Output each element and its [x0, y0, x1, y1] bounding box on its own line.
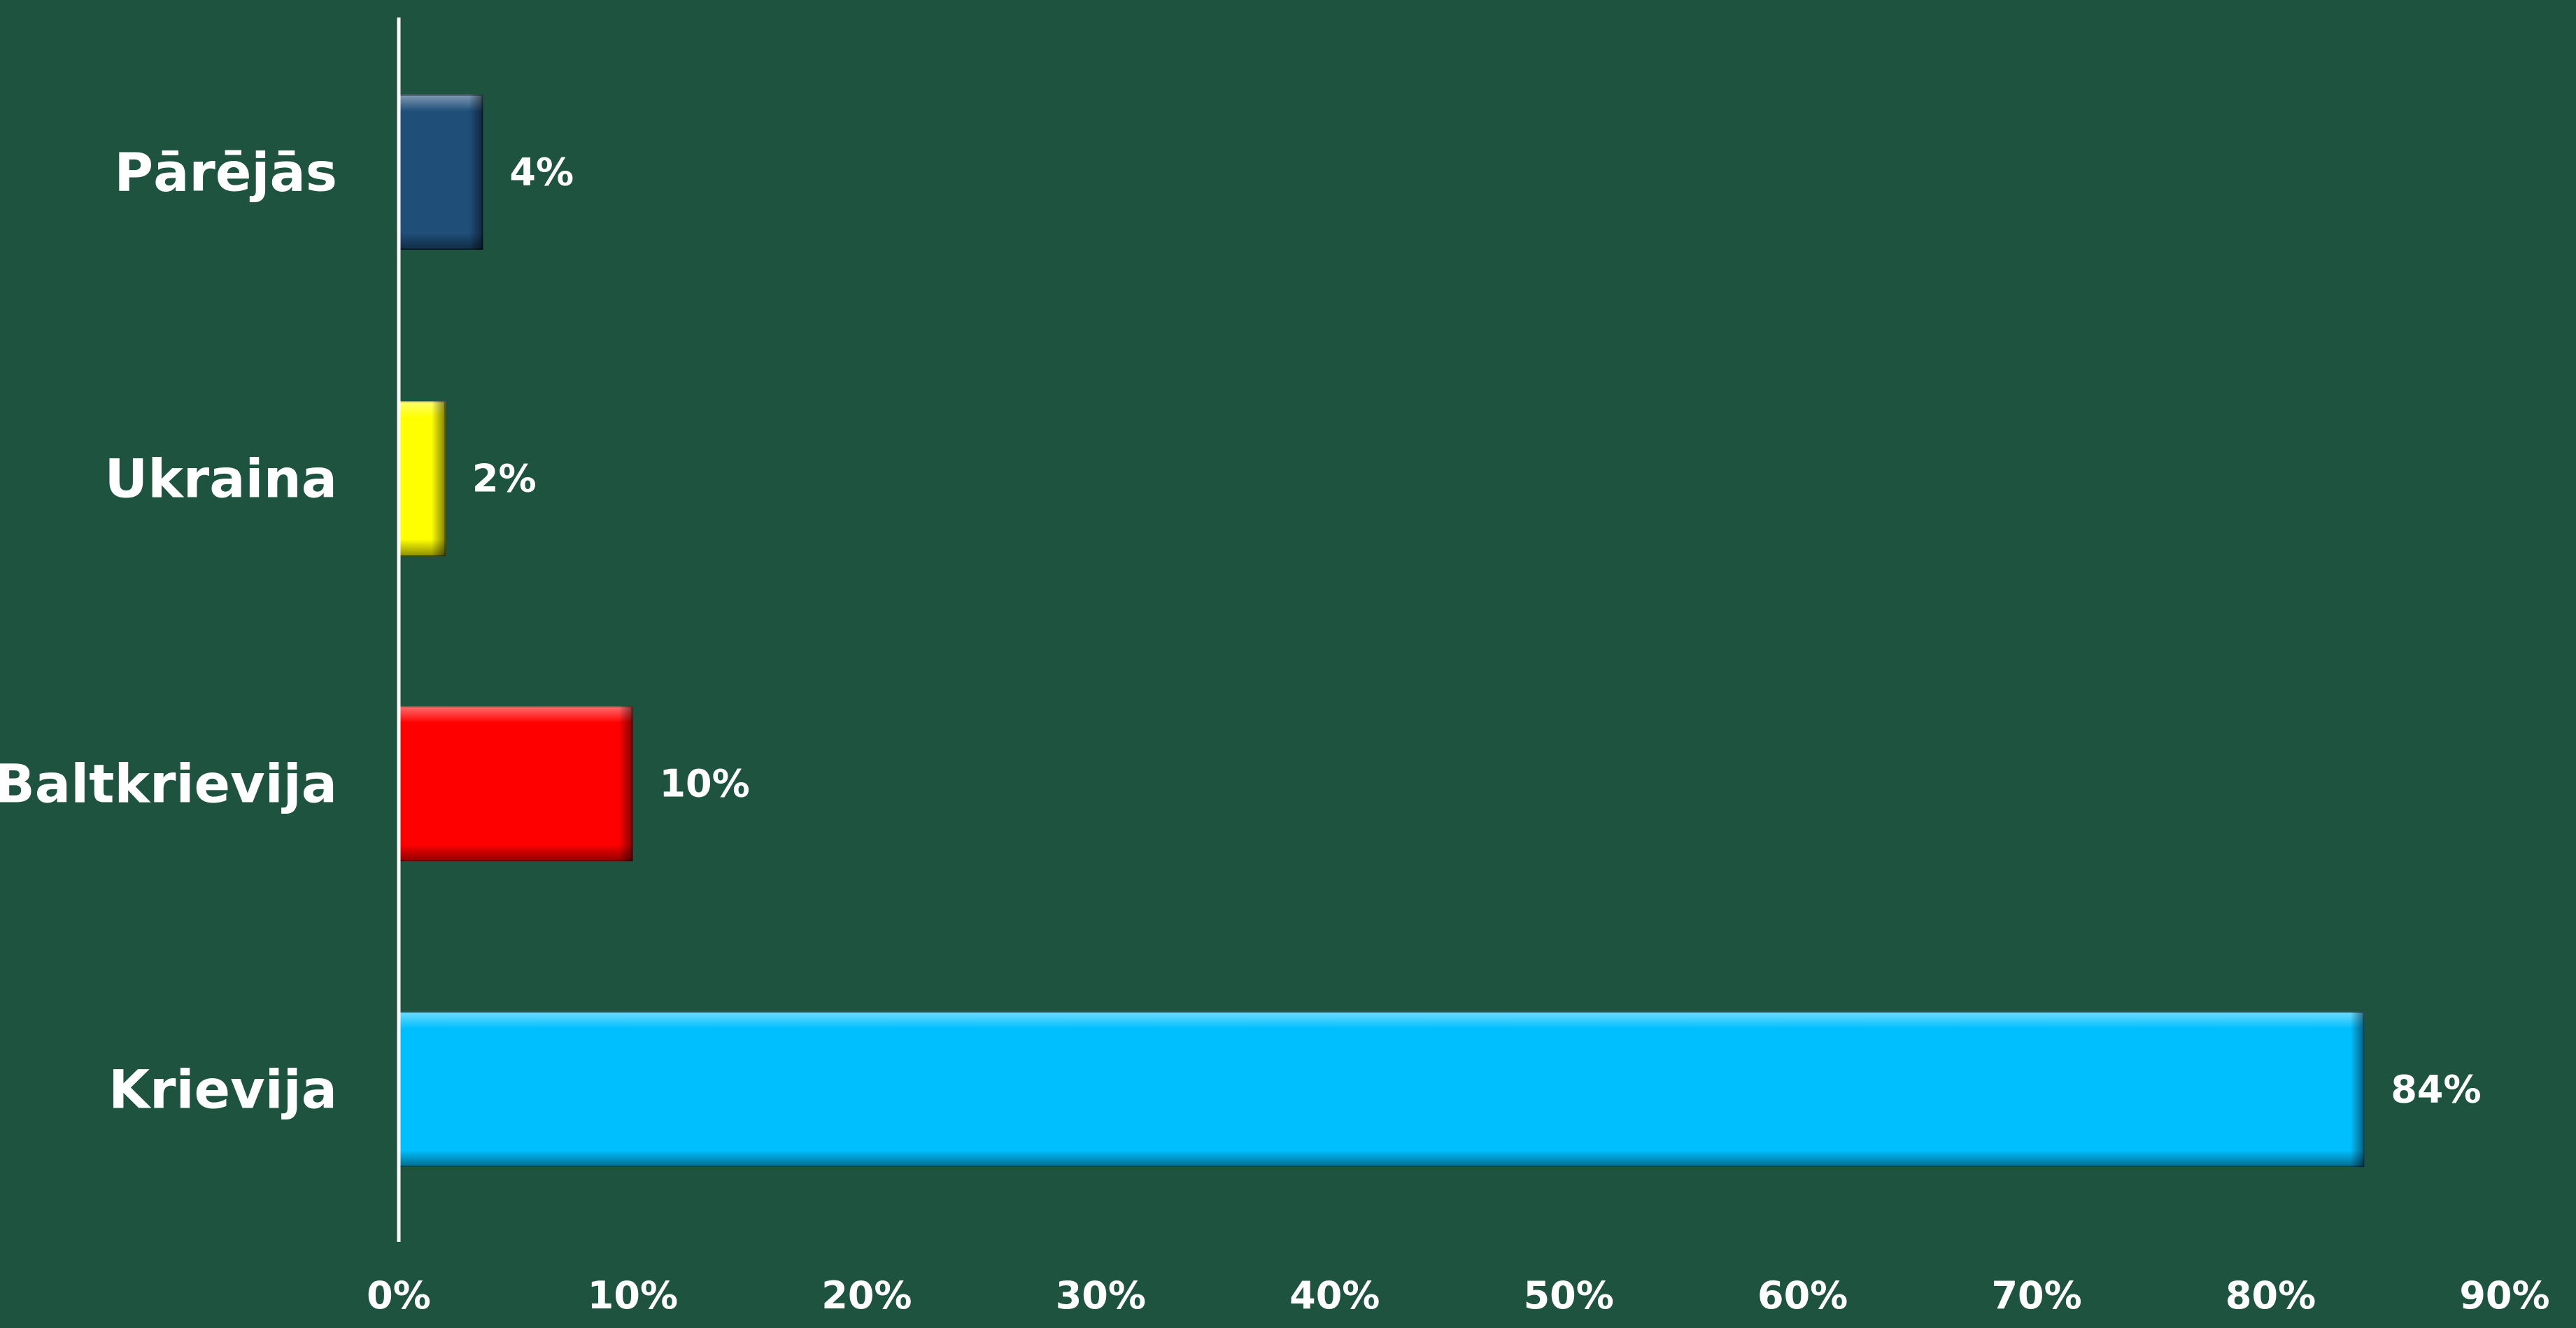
bars-group: [399, 94, 2365, 1167]
bar: [399, 401, 446, 556]
category-labels-group: Pārējās Ukraina Baltkrievija Krievija: [0, 141, 337, 1121]
bar-bevel-right: [2350, 1012, 2365, 1167]
bar-bevel-top: [399, 94, 483, 111]
bar-fill: [399, 706, 633, 861]
value-labels-group: 4% 2% 10% 84%: [472, 150, 2482, 1112]
data-label: 4%: [509, 150, 574, 195]
category-label: Krievija: [108, 1059, 337, 1121]
bar: [399, 94, 483, 250]
data-label: 10%: [659, 762, 749, 806]
bar: [399, 706, 633, 861]
x-tick-label: 30%: [1056, 1273, 1146, 1318]
category-label: Baltkrievija: [0, 753, 337, 815]
category-label: Ukraina: [105, 448, 337, 510]
x-tick-label: 0%: [367, 1273, 431, 1318]
data-label: 2%: [472, 457, 537, 501]
x-tick-label: 70%: [1991, 1273, 2081, 1318]
bar-bevel-right: [618, 706, 633, 861]
bar-bevel-bottom: [399, 845, 633, 861]
x-tick-label: 40%: [1289, 1273, 1380, 1318]
bar-bevel-bottom: [399, 233, 483, 250]
x-tick-label: 60%: [1757, 1273, 1848, 1318]
bar: [399, 1012, 2365, 1167]
bar-bevel-right: [469, 94, 483, 250]
bar-bevel-bottom: [399, 1150, 2365, 1167]
x-tick-label: 50%: [1524, 1273, 1614, 1318]
bar-fill: [399, 94, 483, 250]
x-tick-label: 20%: [821, 1273, 912, 1318]
x-tick-label: 10%: [588, 1273, 678, 1318]
x-tick-label: 90%: [2459, 1273, 2549, 1318]
x-tick-label: 80%: [2225, 1273, 2316, 1318]
bar-bevel-top: [399, 706, 633, 723]
data-label: 84%: [2391, 1068, 2481, 1112]
bar-fill: [399, 1012, 2365, 1167]
bar-bevel-top: [399, 1012, 2365, 1029]
category-label: Pārējās: [114, 141, 337, 204]
bar-bevel-right: [431, 401, 446, 556]
x-tick-labels-group: 0% 10% 20% 30% 40% 50% 60% 70% 80% 90%: [367, 1273, 2549, 1318]
